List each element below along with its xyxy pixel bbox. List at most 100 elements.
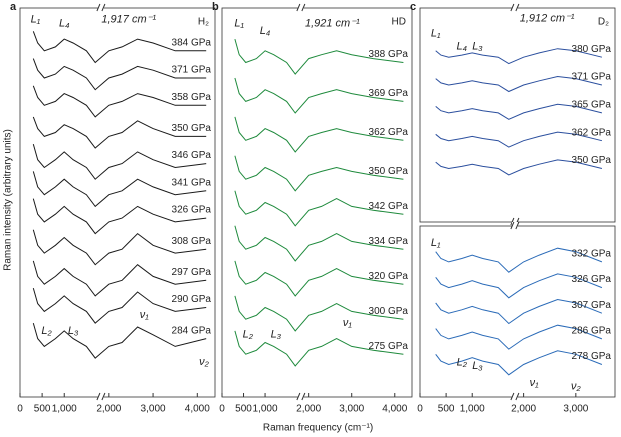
annotation: 1,921 cm⁻¹ xyxy=(305,17,360,29)
pressure-label: 362 GPa xyxy=(572,127,612,138)
x-tick-label: 1,000 xyxy=(52,404,77,415)
axis-break xyxy=(296,392,301,401)
x-tick-label: 2,000 xyxy=(296,404,321,415)
annotation: ν₁ xyxy=(343,317,353,329)
annotation: L₃ xyxy=(271,329,282,341)
pressure-label: 332 GPa xyxy=(572,249,612,260)
annotation: L₄ xyxy=(457,40,468,52)
spectrum xyxy=(32,198,207,235)
pressure-label: 350 GPa xyxy=(172,123,212,134)
annotation: L₂ xyxy=(41,325,52,337)
axis-break xyxy=(101,392,106,401)
spectrum xyxy=(32,116,207,149)
spectrum xyxy=(435,131,603,148)
axis-break xyxy=(301,3,306,12)
annotation: L₁ xyxy=(234,17,244,29)
pressure-label: 388 GPa xyxy=(369,49,409,60)
pressure-label: 308 GPa xyxy=(172,236,212,247)
annotation: L₁ xyxy=(431,237,441,249)
pressure-label: 326 GPa xyxy=(572,274,612,285)
x-tick-label: 500 xyxy=(34,404,51,415)
panel-title: D₂ xyxy=(598,17,609,28)
annotation: ν₁ xyxy=(530,377,540,389)
panel-letter: a xyxy=(10,1,17,13)
x-tick-label: 0 xyxy=(417,404,423,415)
annotation: L₄ xyxy=(260,25,271,37)
annotation: L₁ xyxy=(31,14,41,26)
axis-break xyxy=(510,221,515,230)
spectrum xyxy=(435,48,603,65)
panel-title: HD xyxy=(392,17,406,28)
spectrum xyxy=(234,225,404,262)
spectrum xyxy=(234,295,404,332)
axis-break xyxy=(510,392,515,401)
pressure-label: 346 GPa xyxy=(172,150,212,161)
pressure-label: 350 GPa xyxy=(572,155,612,166)
spectrum xyxy=(435,75,603,93)
axis-break xyxy=(96,3,101,12)
spectrum xyxy=(435,247,603,273)
x-tick-label: 500 xyxy=(235,404,252,415)
x-tick-label: 3,000 xyxy=(339,404,364,415)
spectrum xyxy=(435,298,603,325)
spectrum xyxy=(32,287,207,324)
spectrum xyxy=(435,324,603,350)
x-tick-label: 2,000 xyxy=(511,404,536,415)
spectrum xyxy=(32,31,207,64)
axis-break xyxy=(301,392,306,401)
pressure-label: 290 GPa xyxy=(172,294,212,305)
spectrum xyxy=(32,322,207,359)
pressure-label: 384 GPa xyxy=(172,37,212,48)
x-tick-label: 1,000 xyxy=(253,404,278,415)
pressure-label: 300 GPa xyxy=(369,306,409,317)
pressure-label: 297 GPa xyxy=(172,267,212,278)
axis-break xyxy=(510,217,515,226)
spectrum xyxy=(32,85,207,118)
pressure-label: 334 GPa xyxy=(369,236,409,247)
panel-letter: b xyxy=(212,1,219,13)
axis-break xyxy=(511,222,518,230)
pressure-label: 342 GPa xyxy=(369,201,409,212)
pressure-label: 350 GPa xyxy=(369,166,409,177)
pressure-label: 362 GPa xyxy=(369,127,409,138)
x-tick-label: 1,000 xyxy=(460,404,485,415)
pressure-label: 286 GPa xyxy=(572,326,612,337)
axis-break xyxy=(101,3,106,12)
annotation: L₃ xyxy=(68,325,79,337)
x-tick-label: 3,000 xyxy=(141,404,166,415)
axis-break xyxy=(297,393,304,401)
axis-break xyxy=(510,3,515,12)
annotation: L₂ xyxy=(243,329,254,341)
pressure-label: 365 GPa xyxy=(572,100,612,111)
pressure-label: 326 GPa xyxy=(172,205,212,216)
pressure-label: 307 GPa xyxy=(572,300,612,311)
annotation: ν₂ xyxy=(571,381,582,393)
x-tick-label: 2,000 xyxy=(96,404,121,415)
spectrum xyxy=(234,260,404,297)
spectrum xyxy=(234,116,404,153)
spectrum xyxy=(32,229,207,266)
pressure-label: 380 GPa xyxy=(572,44,612,55)
annotation: L₁ xyxy=(431,28,441,40)
annotation: 1,917 cm⁻¹ xyxy=(101,14,156,26)
axis-break xyxy=(511,393,518,401)
annotation: L₃ xyxy=(472,40,483,52)
axis-break xyxy=(296,3,301,12)
axis-break xyxy=(515,3,520,12)
axis-break xyxy=(515,221,520,230)
y-axis-label: Raman intensity (arbitrary units) xyxy=(3,129,14,271)
axis-break xyxy=(297,4,304,12)
spectrum xyxy=(234,155,404,192)
x-tick-label: 4,000 xyxy=(185,404,210,415)
axis-break xyxy=(511,4,518,12)
pressure-label: 275 GPa xyxy=(369,341,409,352)
pressure-label: 371 GPa xyxy=(172,65,212,76)
spectrum xyxy=(234,77,404,114)
panel-letter: c xyxy=(410,1,416,13)
spectrum xyxy=(435,159,603,176)
annotation: L₄ xyxy=(59,17,70,29)
spectrum xyxy=(435,350,603,376)
pressure-label: 284 GPa xyxy=(172,325,212,336)
panel-frame xyxy=(221,7,413,398)
